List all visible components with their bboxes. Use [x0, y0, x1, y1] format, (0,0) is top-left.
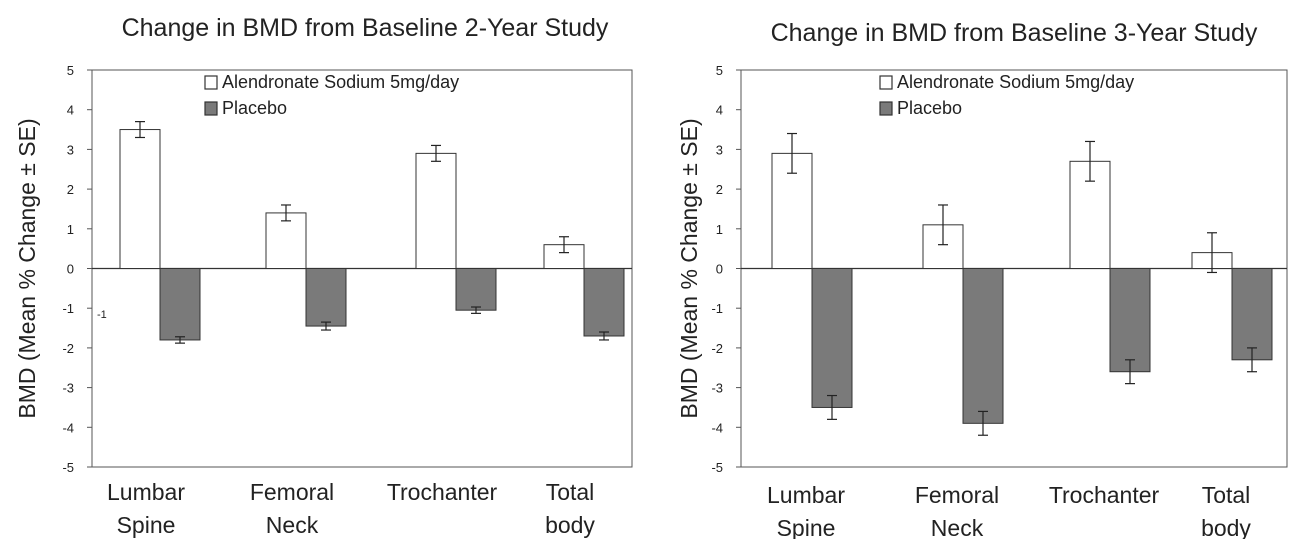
y-tick-label: 0 [67, 262, 74, 277]
category-label-line: Total [546, 479, 595, 505]
category-label-line: Neck [266, 512, 319, 538]
y-tick-label: 5 [67, 63, 74, 78]
category-label-line: body [545, 512, 595, 538]
bar-placebo [1109, 268, 1151, 373]
y-tick-label: 1 [716, 222, 723, 237]
y-tick-label: 2 [67, 182, 74, 197]
category-label-line: body [1201, 515, 1251, 539]
y-tick-label: -1 [711, 301, 723, 316]
annotation-text: -1 [97, 309, 107, 321]
y-tick-label: -5 [62, 460, 74, 475]
bar-alendronate [415, 152, 457, 269]
legend-swatch-alendronate [879, 75, 893, 90]
y-tick-label: -4 [62, 420, 74, 435]
category-label: Total body [545, 479, 595, 538]
chart-panel-2: Change in BMD from Baseline 3-Year Study… [676, 19, 1288, 539]
category-label-line: Lumbar [107, 479, 185, 505]
category-label-line: Neck [931, 515, 984, 539]
chart-title: Change in BMD from Baseline 3-Year Study [771, 19, 1258, 47]
category-label-line: Femoral [250, 479, 334, 505]
category-label-line: Trochanter [387, 479, 498, 505]
y-tick-label: -5 [711, 460, 723, 475]
y-tick-label: 4 [67, 103, 74, 118]
legend-swatch-placebo [879, 101, 893, 116]
y-tick-label: 0 [716, 262, 723, 277]
y-axis-label: BMD (Mean % Change ± SE) [14, 118, 40, 418]
chart-panel-1: Change in BMD from Baseline 2-Year Study… [14, 14, 633, 538]
category-label-line: Spine [117, 512, 176, 538]
bar-placebo [305, 268, 347, 327]
category-label-line: Lumbar [767, 482, 845, 508]
bar-placebo [583, 268, 625, 337]
category-label-line: Spine [777, 515, 836, 539]
y-axis-label: BMD (Mean % Change ± SE) [676, 118, 702, 418]
y-tick-label: 3 [716, 142, 723, 157]
y-tick-label: 2 [716, 182, 723, 197]
chart-title: Change in BMD from Baseline 2-Year Study [122, 14, 609, 42]
category-label: Total body [1201, 482, 1251, 539]
legend-swatch-placebo [204, 101, 218, 116]
category-label: Trochanter [387, 479, 498, 505]
category-label-line: Total [1202, 482, 1251, 508]
category-label: Lumbar Spine [107, 479, 185, 538]
y-tick-label: -1 [62, 301, 74, 316]
legend-label-placebo: Placebo [222, 98, 287, 118]
bar-alendronate [119, 129, 161, 269]
y-tick-label: -2 [711, 341, 723, 356]
bar-placebo [159, 268, 201, 341]
y-tick-label: 3 [67, 142, 74, 157]
y-tick-label: 4 [716, 103, 723, 118]
legend-label-placebo: Placebo [897, 98, 962, 118]
y-tick-label: -3 [711, 381, 723, 396]
category-label: Lumbar Spine [767, 482, 845, 539]
y-tick-label: -2 [62, 341, 74, 356]
bar-placebo [455, 268, 497, 311]
category-label: Femoral Neck [250, 479, 334, 538]
legend-swatch-alendronate [204, 75, 218, 90]
category-label: Trochanter [1049, 482, 1160, 508]
y-tick-label: 5 [716, 63, 723, 78]
bar-placebo [962, 268, 1004, 424]
y-tick-label: -4 [711, 420, 723, 435]
y-tick-label: -3 [62, 381, 74, 396]
legend-label-alendronate: Alendronate Sodium 5mg/day [897, 72, 1134, 92]
category-label: Femoral Neck [915, 482, 999, 539]
legend-label-alendronate: Alendronate Sodium 5mg/day [222, 72, 459, 92]
bar-placebo [1231, 268, 1273, 361]
category-label-line: Trochanter [1049, 482, 1160, 508]
category-label-line: Femoral [915, 482, 999, 508]
y-tick-label: 1 [67, 222, 74, 237]
bar-placebo [811, 268, 853, 408]
